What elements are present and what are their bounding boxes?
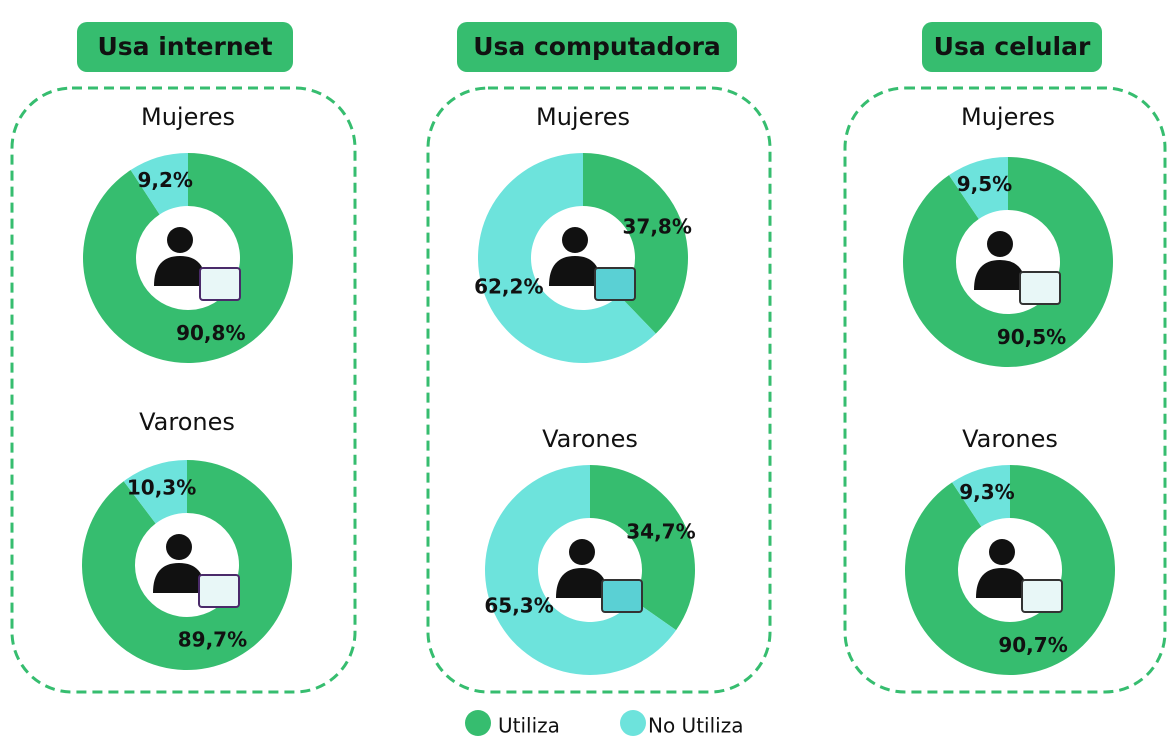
icon-device (198, 574, 240, 608)
icon-head (987, 231, 1013, 257)
header-pill (457, 22, 737, 72)
donut-slice (905, 465, 1116, 675)
data-label: 37,8% (623, 215, 692, 239)
donut-slice (130, 153, 188, 215)
donut-title: Varones (542, 425, 638, 453)
legend-swatch (620, 710, 646, 736)
icon-body (549, 256, 601, 286)
donut-title: Mujeres (961, 103, 1055, 131)
data-label: 10,3% (127, 476, 196, 500)
person-icon (976, 539, 1063, 613)
donut-slice (583, 152, 689, 334)
icon-device (199, 267, 241, 301)
person-icon (549, 227, 636, 301)
icon-head (166, 534, 192, 560)
icon-body (153, 563, 205, 593)
icon-body (976, 568, 1028, 598)
icon-body (154, 256, 206, 286)
legend-label: Utiliza (498, 714, 560, 738)
donut-title: Varones (962, 425, 1058, 453)
donut-slice (903, 157, 1114, 368)
donut-slice (478, 153, 656, 363)
donut-slice (83, 153, 294, 363)
icon-device (601, 579, 643, 613)
data-label: 90,5% (997, 325, 1066, 349)
data-label: 65,3% (484, 593, 553, 617)
icon-device (594, 267, 636, 301)
donut-title: Mujeres (536, 103, 630, 131)
icon-device (1019, 271, 1061, 305)
donut-slice (82, 460, 293, 670)
icon-device (1021, 579, 1063, 613)
donut-slice (485, 465, 677, 675)
data-label: 9,2% (137, 168, 192, 192)
data-label: 90,7% (998, 633, 1067, 657)
icon-head (562, 227, 588, 253)
icon-body (556, 568, 608, 598)
person-icon (154, 227, 241, 301)
person-icon (153, 534, 240, 608)
icon-head (989, 539, 1015, 565)
donut-slice (123, 460, 187, 524)
donut-slice (952, 465, 1010, 527)
panel-title: Usa internet (97, 32, 272, 61)
panel-border (843, 86, 1167, 694)
header-pill (922, 22, 1102, 72)
icon-body (974, 260, 1026, 290)
person-icon (556, 539, 643, 613)
donut-title: Varones (139, 408, 235, 436)
panel-title: Usa computadora (473, 32, 721, 61)
donut-slice (948, 157, 1008, 219)
person-icon (974, 231, 1061, 305)
data-label: 90,8% (176, 321, 245, 345)
legend-label: No Utiliza (648, 714, 743, 738)
icon-head (167, 227, 193, 253)
data-label: 9,3% (959, 480, 1014, 504)
donut-title: Mujeres (141, 103, 235, 131)
data-label: 89,7% (178, 627, 247, 651)
panel-title: Usa celular (934, 32, 1091, 61)
data-label: 62,2% (474, 274, 543, 298)
legend-swatch (465, 710, 491, 736)
donut-slice (590, 465, 696, 631)
data-label: 34,7% (626, 520, 695, 544)
header-pill (77, 22, 293, 72)
data-label: 9,5% (957, 172, 1012, 196)
icon-head (569, 539, 595, 565)
